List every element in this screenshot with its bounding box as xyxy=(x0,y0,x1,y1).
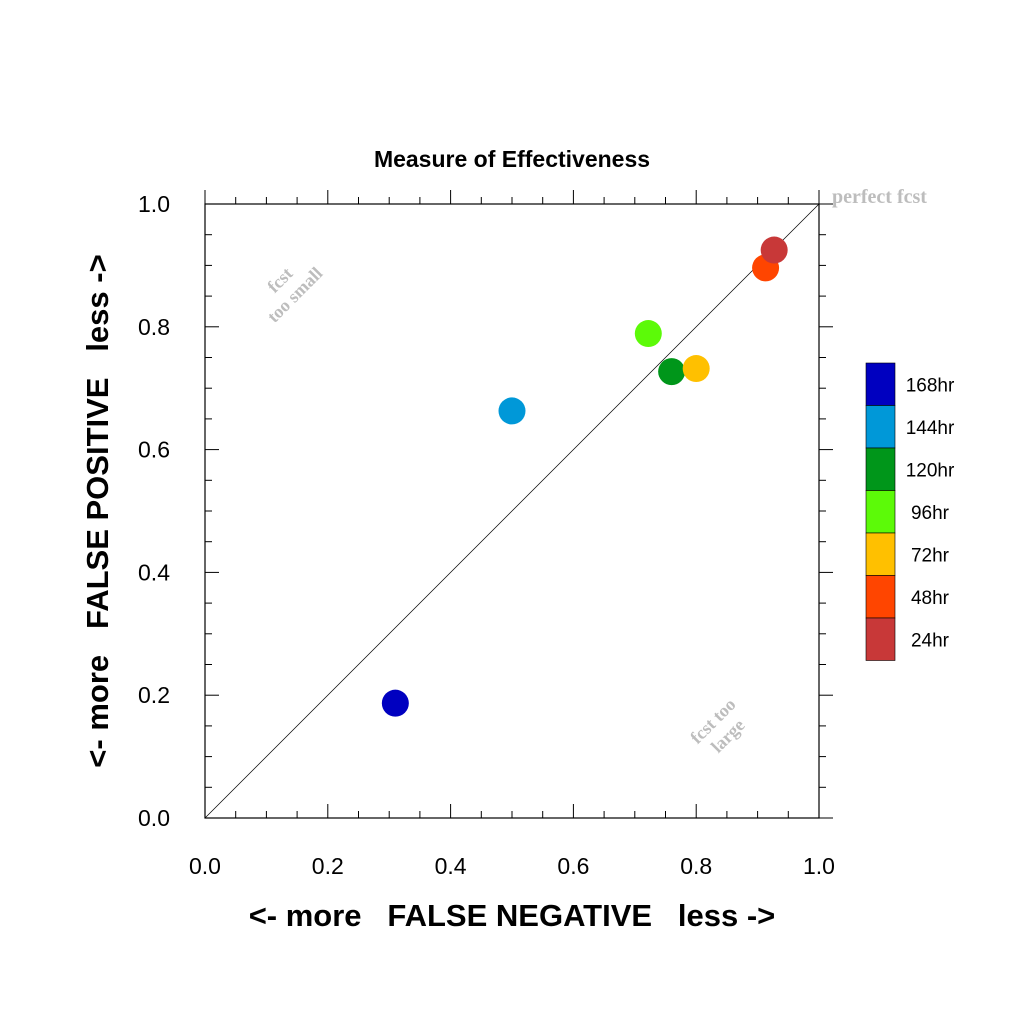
x-tick-label: 0.6 xyxy=(557,853,589,879)
x-tick-label: 1.0 xyxy=(803,853,835,879)
axis-tick-labels: 0.0 0.2 0.4 0.6 0.8 1.0 0.0 0.2 0.4 0.6 0.8 1.0 xyxy=(138,191,835,879)
legend-swatch-168hr xyxy=(865,362,896,406)
y-tick-label: 0.2 xyxy=(138,682,170,708)
legend-label-24hr: 24hr xyxy=(911,630,950,651)
legend-label-120hr: 120hr xyxy=(906,460,955,481)
x-tick-label: 0.8 xyxy=(680,853,712,879)
legend: 168hr 144hr 120hr 96hr 72hr 48hr 24hr xyxy=(865,362,955,661)
legend-label-144hr: 144hr xyxy=(906,418,955,439)
region-annotations: perfect fcst fcst too small fcst too lar… xyxy=(263,186,927,757)
y-tick-label: 0.4 xyxy=(138,559,170,585)
legend-swatch-144hr xyxy=(865,405,896,449)
legend-swatch-96hr xyxy=(865,490,896,534)
data-point-96hr xyxy=(634,320,662,348)
data-point-168hr xyxy=(381,689,409,717)
data-point-24hr xyxy=(760,236,788,264)
y-tick-label: 0.8 xyxy=(138,314,170,340)
legend-label-168hr: 168hr xyxy=(906,375,955,396)
x-tick-label: 0.2 xyxy=(312,853,344,879)
y-tick-label: 0.0 xyxy=(138,805,170,831)
perfect-forecast-label: perfect fcst xyxy=(832,186,927,208)
legend-swatch-72hr xyxy=(865,532,896,576)
y-tick-label: 1.0 xyxy=(138,191,170,217)
data-points xyxy=(381,236,788,717)
y-axis-label: <- more FALSE POSITIVE less -> xyxy=(80,254,115,767)
y-tick-label: 0.6 xyxy=(138,437,170,463)
legend-swatch-48hr xyxy=(865,575,896,619)
legend-label-48hr: 48hr xyxy=(911,588,950,609)
legend-label-72hr: 72hr xyxy=(911,545,950,566)
legend-label-96hr: 96hr xyxy=(911,503,950,524)
chart-title: Measure of Effectiveness xyxy=(374,146,650,172)
data-point-72hr xyxy=(682,355,710,383)
axis-ticks xyxy=(204,190,833,819)
legend-swatch-120hr xyxy=(865,447,896,491)
perfect-forecast-diagonal xyxy=(204,203,820,819)
x-axis-label: <- more FALSE NEGATIVE less -> xyxy=(249,898,776,933)
x-tick-label: 0.0 xyxy=(189,853,221,879)
x-tick-label: 0.4 xyxy=(435,853,467,879)
data-point-144hr xyxy=(498,397,526,425)
data-point-120hr xyxy=(658,358,686,386)
legend-swatch-24hr xyxy=(865,617,896,661)
